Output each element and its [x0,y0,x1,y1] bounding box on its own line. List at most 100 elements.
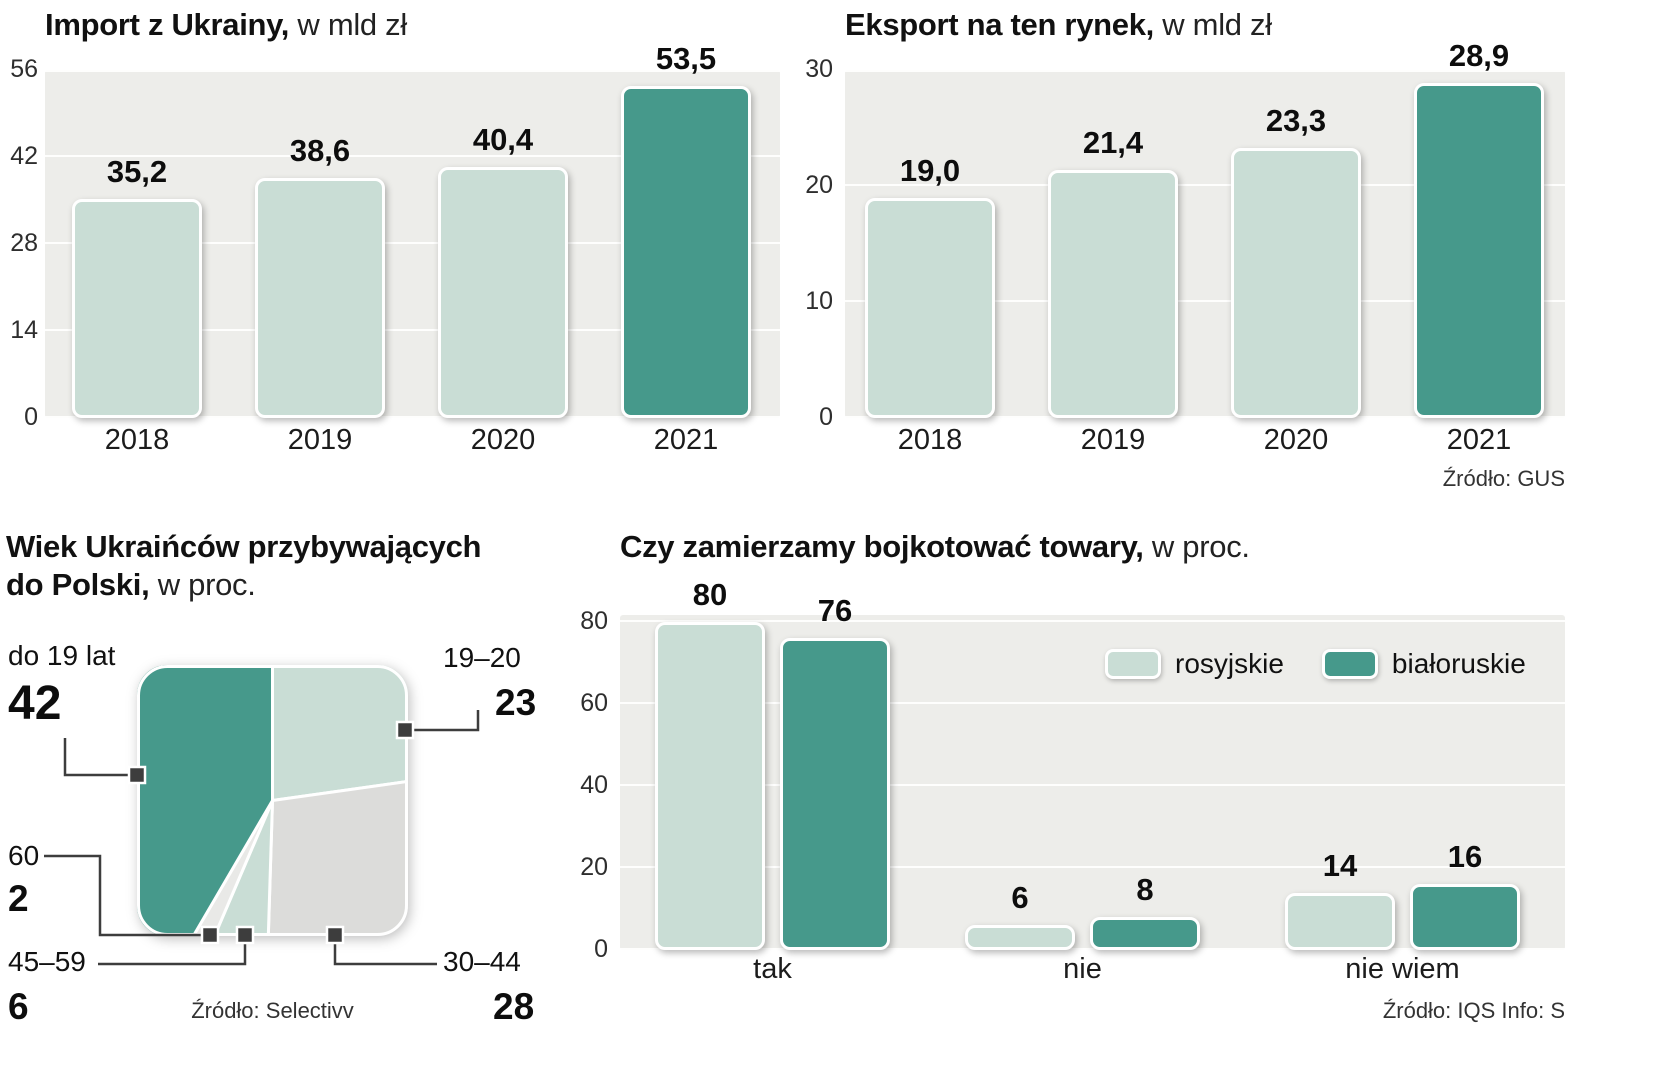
eksport-x-axis: 2018 2019 2020 2021 [845,424,1565,460]
pie-callout-label-30-44: 30–44 [443,946,521,977]
pie-callout-value-60: 2 [8,878,29,919]
bar-value-label: 6 [1011,880,1029,915]
x-axis-label: 2019 [1080,424,1146,456]
bar-2019 [1048,170,1178,418]
y-tick-label: 10 [805,287,833,315]
callout-line-45-59 [98,938,247,966]
callout-marker-45-59 [235,925,255,945]
pie-border [137,665,408,936]
source-gus: Źródło: GUS [1442,466,1565,491]
x-axis-label: nie wiem [1345,953,1460,985]
age-chart-title-bold: Wiek Ukraińców przybywających do Polski, [6,529,482,602]
grid-line [45,329,780,331]
bar-2020 [1231,148,1361,418]
x-axis-label: 2018 [897,424,963,456]
bar-value-label: 21,4 [1082,125,1144,160]
import-chart-title-bold: Import z Ukrainy, [45,7,290,42]
pie-callout-value-do-19-lat: 42 [8,677,62,730]
grid-line [845,70,1565,72]
callout-marker-19-20 [395,720,415,740]
eksport-y-axis: 0 10 20 30 [793,55,833,431]
grid-line [45,416,780,418]
pie-slice-19–20 [271,665,408,803]
pie-callout-value-45-59: 6 [8,986,29,1027]
bar-nie-białoruskie [1090,917,1200,950]
callout-line-do-19-lat [63,738,130,777]
y-tick-label: 60 [580,689,608,717]
eksport-chart-title: Eksport na ten rynek, w mld zł [845,6,1565,44]
pie-slice-do 19 lat [137,665,274,936]
bar-tak-rosyjskie [655,622,765,950]
grid-line [620,948,1565,950]
x-axis-label: 2021 [1446,424,1512,456]
bar-nie-rosyjskie [965,925,1075,950]
bar-value-label: 16 [1447,839,1483,874]
legend-swatch-rosyjskie [1105,649,1161,679]
pie-callout-label-60: 60 [8,840,40,871]
source-selectivv: Źródło: Selectivv [191,998,354,1023]
pie-slice-45–59 [191,799,274,936]
bar-nie wiem-rosyjskie [1285,893,1395,950]
x-axis-label: 2020 [470,424,536,456]
bar-value-label: 80 [692,577,728,612]
age-chart-title: Wiek Ukraińców przybywających do Polski,… [6,528,506,604]
eksport-chart-title-unit: w mld zł [1153,7,1272,42]
bar-value-label: 19,0 [899,153,961,188]
y-tick-label: 0 [819,403,833,431]
import-y-axis: 0 14 28 42 56 [0,55,38,431]
boycott-x-axis: tak nie nie wiem [620,953,1565,993]
bar-value-label: 76 [817,593,853,628]
boycott-chart-title-unit: w proc. [1143,529,1250,564]
bar-2021 [621,86,751,418]
y-tick-label: 20 [580,853,608,881]
callout-marker-30-44 [325,925,345,945]
age-chart-title-unit: w proc. [149,566,256,602]
pie-callout-value-19-20: 23 [495,682,537,723]
bar-value-label: 14 [1322,848,1358,883]
y-tick-label: 0 [24,403,38,431]
x-axis-label: tak [753,953,792,985]
x-axis-label: 2018 [104,424,170,456]
y-tick-label: 80 [580,607,608,635]
bar-tak-białoruskie [780,638,890,950]
x-axis-label: nie [1063,953,1102,985]
x-axis-label: 2020 [1263,424,1329,456]
bar-value-label: 38,6 [289,133,351,168]
import-plot-area: 35,2 38,6 40,4 53,5 [45,41,780,418]
age-pie-chart [137,665,408,936]
x-axis-label: 2019 [287,424,353,456]
legend-label-rosyjskie: rosyjskie [1175,648,1284,679]
grid-line [620,784,1565,786]
bar-value-label: 23,3 [1265,103,1327,138]
bar-2018 [72,199,202,418]
boycott-plot-area: 80 6 14 76 8 16 [620,577,1565,950]
y-tick-label: 28 [10,229,38,257]
pie-callout-value-30-44: 28 [493,986,535,1027]
bar-value-label: 28,9 [1448,38,1510,73]
grid-line [620,620,1565,622]
import-x-axis: 2018 2019 2020 2021 [45,424,780,460]
callout-line-60 [44,854,205,937]
grid-line [620,702,1565,704]
bar-value-label: 8 [1136,872,1154,907]
source-iqs: Źródło: IQS Info: S [1382,998,1565,1023]
callout-marker-60 [200,925,220,945]
grid-line [845,416,1565,418]
callout-marker-do-19-lat [127,765,147,785]
eksport-chart-title-bold: Eksport na ten rynek, [845,7,1154,42]
boycott-chart-title-bold: Czy zamierzamy bojkotować towary, [620,529,1144,564]
pie-callout-lines [44,710,480,966]
grid-line [45,155,780,157]
y-tick-label: 40 [580,771,608,799]
grid-line [620,866,1565,868]
grid-line [45,70,780,72]
y-tick-label: 56 [10,55,38,83]
pie-callout-label-45-59: 45–59 [8,946,86,977]
import-chart-title: Import z Ukrainy, w mld zł [45,6,745,44]
import-chart-title-unit: w mld zł [289,7,407,42]
pie-callout-label-19-20: 19–20 [443,642,521,673]
grid-line [845,300,1565,302]
bar-value-label: 53,5 [655,41,717,76]
callout-line-19-20 [413,710,480,732]
